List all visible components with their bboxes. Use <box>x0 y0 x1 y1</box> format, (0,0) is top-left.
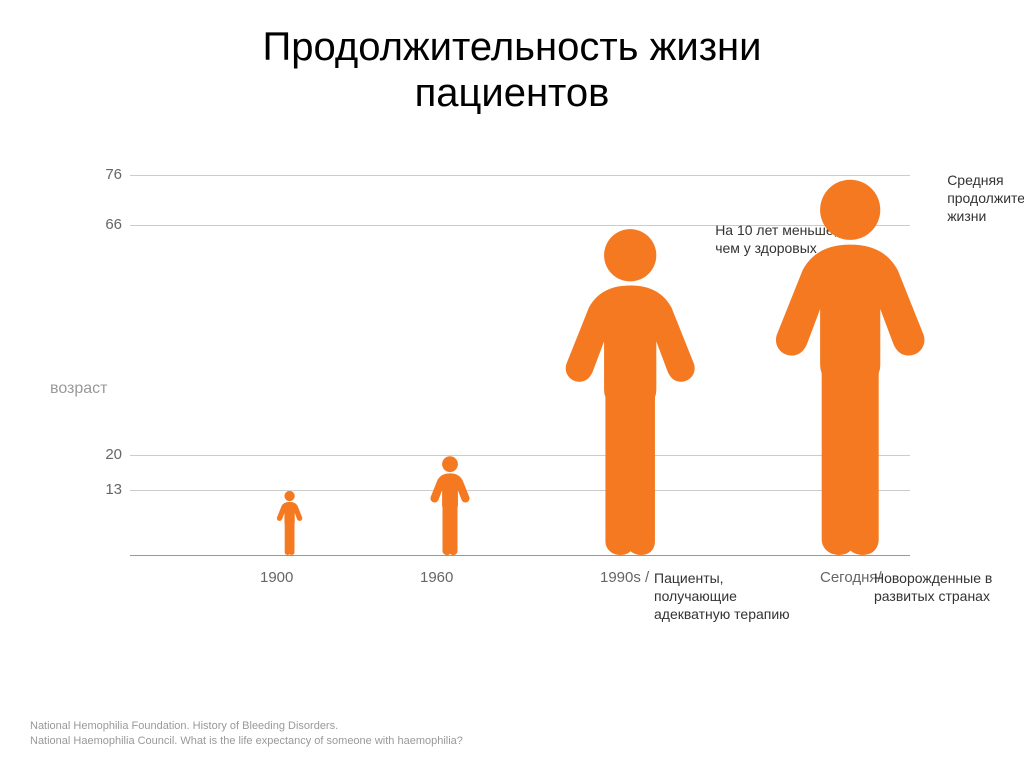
baseline <box>130 555 910 556</box>
y-tick: 20 <box>92 446 122 463</box>
y-tick: 13 <box>92 481 122 498</box>
person-icon <box>551 225 709 555</box>
y-axis-label: возраст <box>50 380 108 398</box>
person-icon <box>759 175 941 555</box>
x-axis-sublabel: Пациенты,получающиеадекватную терапию <box>654 569 824 624</box>
chart-area: возраст 13 20 66 76 1900 <box>50 155 970 615</box>
y-tick: 66 <box>92 216 122 233</box>
citation-line-1: National Hemophilia Foundation. History … <box>30 719 463 734</box>
x-axis-label: Сегодня/ <box>820 569 882 586</box>
person-icon <box>426 455 474 555</box>
citation-line-2: National Haemophilia Council. What is th… <box>30 734 463 749</box>
citation-block: National Hemophilia Foundation. History … <box>30 719 463 749</box>
x-axis-label: 1960 <box>420 569 453 586</box>
figure-note: Средняяпродолжительностьжизни <box>947 171 1024 226</box>
title-line-2: пациентов <box>415 71 610 115</box>
x-axis-label: 1900 <box>260 569 293 586</box>
x-axis-sublabel: Новорожденные вразвитых странах <box>874 569 1024 605</box>
page-title: Продолжительность жизни пациентов <box>0 0 1024 116</box>
person-icon <box>274 490 305 555</box>
y-tick: 76 <box>92 166 122 183</box>
x-axis-label: 1990s / <box>600 569 649 586</box>
title-line-1: Продолжительность жизни <box>263 25 762 69</box>
